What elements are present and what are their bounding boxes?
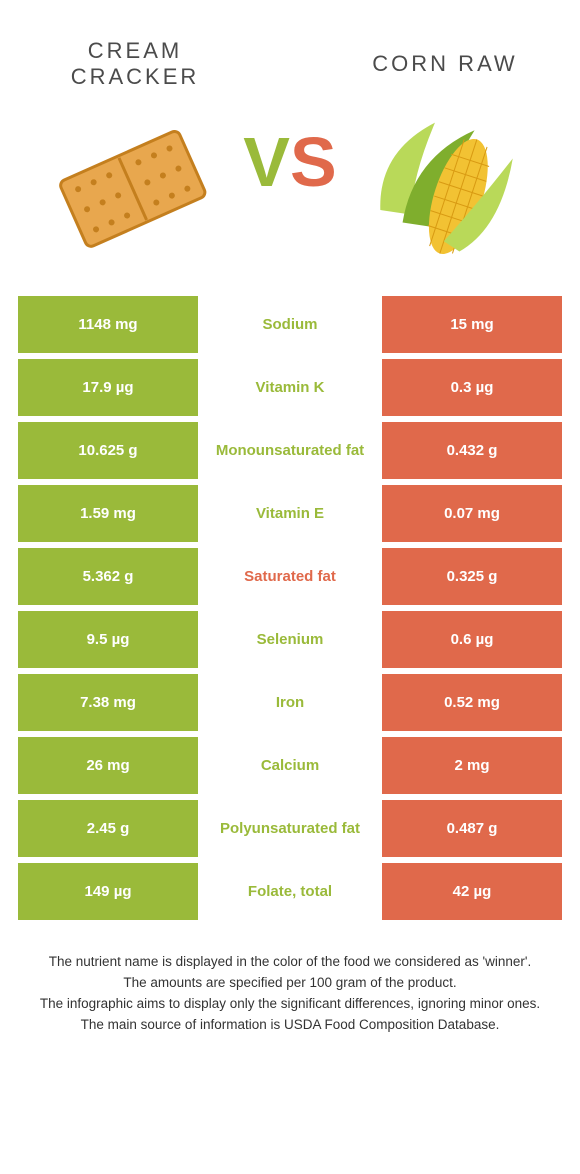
right-value: 0.432 g: [382, 422, 562, 479]
food-right-title: CORN RAW: [372, 36, 517, 92]
left-value: 1.59 mg: [18, 485, 198, 542]
left-value: 7.38 mg: [18, 674, 198, 731]
nutrient-name: Sodium: [198, 296, 382, 353]
left-value: 10.625 g: [18, 422, 198, 479]
corn-icon: [360, 114, 530, 264]
nutrient-name: Calcium: [198, 737, 382, 794]
food-left-title: CREAM CRACKER: [71, 36, 200, 92]
header: CREAM CRACKER: [0, 0, 580, 290]
nutrient-name: Monounsaturated fat: [198, 422, 382, 479]
nutrient-name: Vitamin E: [198, 485, 382, 542]
table-row: 10.625 gMonounsaturated fat0.432 g: [18, 422, 562, 479]
nutrient-name: Folate, total: [198, 863, 382, 920]
right-value: 0.52 mg: [382, 674, 562, 731]
vs-v: V: [243, 123, 290, 201]
left-value: 2.45 g: [18, 800, 198, 857]
footnote-line: The main source of information is USDA F…: [24, 1015, 556, 1036]
food-left: CREAM CRACKER: [30, 36, 240, 264]
footnote-line: The nutrient name is displayed in the co…: [24, 952, 556, 973]
nutrient-name: Polyunsaturated fat: [198, 800, 382, 857]
table-row: 1148 mgSodium15 mg: [18, 296, 562, 353]
right-value: 0.07 mg: [382, 485, 562, 542]
left-value: 26 mg: [18, 737, 198, 794]
left-value: 17.9 µg: [18, 359, 198, 416]
table-row: 149 µgFolate, total42 µg: [18, 863, 562, 920]
left-value: 149 µg: [18, 863, 198, 920]
table-row: 17.9 µgVitamin K0.3 µg: [18, 359, 562, 416]
left-value: 9.5 µg: [18, 611, 198, 668]
table-row: 7.38 mgIron0.52 mg: [18, 674, 562, 731]
right-value: 15 mg: [382, 296, 562, 353]
footnote-line: The infographic aims to display only the…: [24, 994, 556, 1015]
right-value: 0.3 µg: [382, 359, 562, 416]
left-value: 1148 mg: [18, 296, 198, 353]
nutrient-name: Selenium: [198, 611, 382, 668]
table-row: 2.45 gPolyunsaturated fat0.487 g: [18, 800, 562, 857]
comparison-table: 1148 mgSodium15 mg 17.9 µgVitamin K0.3 µg…: [0, 296, 580, 920]
nutrient-name: Iron: [198, 674, 382, 731]
table-row: 9.5 µgSelenium0.6 µg: [18, 611, 562, 668]
food-right: CORN RAW: [340, 36, 550, 264]
right-value: 2 mg: [382, 737, 562, 794]
nutrient-name: Saturated fat: [198, 548, 382, 605]
cracker-icon: [50, 114, 220, 264]
right-value: 42 µg: [382, 863, 562, 920]
left-value: 5.362 g: [18, 548, 198, 605]
right-value: 0.487 g: [382, 800, 562, 857]
table-row: 1.59 mgVitamin E0.07 mg: [18, 485, 562, 542]
table-row: 26 mgCalcium2 mg: [18, 737, 562, 794]
right-value: 0.6 µg: [382, 611, 562, 668]
table-row: 5.362 gSaturated fat0.325 g: [18, 548, 562, 605]
footnote: The nutrient name is displayed in the co…: [0, 926, 580, 1036]
vs-s: S: [290, 123, 337, 201]
footnote-line: The amounts are specified per 100 gram o…: [24, 973, 556, 994]
vs-label: VS: [243, 127, 336, 197]
nutrient-name: Vitamin K: [198, 359, 382, 416]
right-value: 0.325 g: [382, 548, 562, 605]
